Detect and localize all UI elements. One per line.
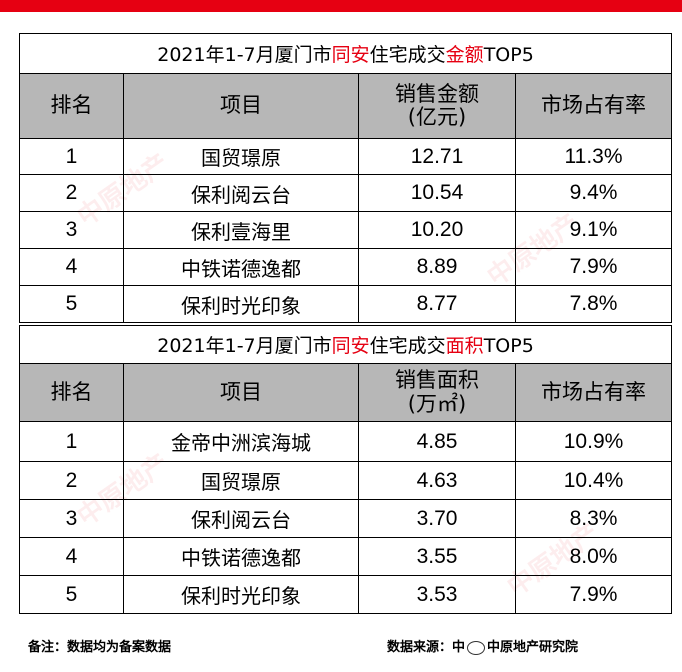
project-cell: 金帝中洲滨海城 [123, 421, 359, 462]
header-rank: 排名 [19, 73, 124, 139]
project-cell: 国贸璟原 [123, 461, 359, 500]
header-project: 项目 [123, 363, 359, 422]
table-title: 2021年1-7月厦门市同安住宅成交金额TOP5 [18, 33, 673, 74]
header-rank: 排名 [19, 363, 124, 422]
project-cell: 保利时光印象 [123, 285, 359, 323]
share-cell: 7.9% [514, 248, 673, 286]
share-cell: 10.9% [514, 421, 673, 462]
table-row: 3 保利阅云台 3.70 8.3% [19, 499, 673, 538]
rank-cell: 4 [19, 248, 124, 286]
project-cell: 保利时光印象 [123, 575, 359, 614]
value-cell: 4.63 [358, 461, 516, 500]
share-cell: 8.3% [514, 499, 673, 538]
rank-cell: 3 [19, 211, 124, 249]
table-row: 5 保利时光印象 8.77 7.8% [19, 285, 673, 323]
amount-top5-table: 2021年1-7月厦门市同安住宅成交金额TOP5 排名 项目 销售金额 (亿元) … [18, 33, 673, 323]
project-cell: 国贸璟原 [123, 138, 359, 175]
table-row: 2 保利阅云台 10.54 9.4% [19, 174, 673, 212]
rank-cell: 5 [19, 575, 124, 614]
rank-cell: 1 [19, 138, 124, 175]
table-row: 3 保利壹海里 10.20 9.1% [19, 211, 673, 249]
top-white-gap [0, 12, 682, 20]
header-value: 销售金额 (亿元) [358, 73, 516, 139]
table-row: 2 国贸璟原 4.63 10.4% [19, 461, 673, 500]
project-cell: 中铁诺德逸都 [123, 248, 359, 286]
share-cell: 7.9% [514, 575, 673, 614]
value-cell: 3.53 [358, 575, 516, 614]
top-red-bar [0, 0, 682, 12]
share-cell: 8.0% [514, 537, 673, 576]
share-cell: 11.3% [514, 138, 673, 175]
area-top5-table: 2021年1-7月厦门市同安住宅成交面积TOP5 排名 项目 销售面积 (万㎡) … [18, 325, 673, 614]
project-cell: 中铁诺德逸都 [123, 537, 359, 576]
header-share: 市场占有率 [514, 73, 673, 139]
footer: 备注：数据均为备案数据 数据来源：中 中原地产研究院 [0, 628, 682, 672]
project-cell: 保利壹海里 [123, 211, 359, 249]
rank-cell: 1 [19, 421, 124, 462]
footnote: 备注：数据均为备案数据 [28, 640, 172, 655]
table-row: 1 国贸璟原 12.71 11.3% [19, 138, 673, 175]
value-cell: 8.77 [358, 285, 516, 323]
share-cell: 10.4% [514, 461, 673, 500]
data-source: 数据来源：中 中原地产研究院 [387, 640, 579, 655]
project-cell: 保利阅云台 [123, 174, 359, 212]
header-value: 销售面积 (万㎡) [358, 363, 516, 422]
rank-cell: 2 [19, 174, 124, 212]
value-cell: 3.55 [358, 537, 516, 576]
value-cell: 4.85 [358, 421, 516, 462]
value-cell: 10.20 [358, 211, 516, 249]
table-title: 2021年1-7月厦门市同安住宅成交面积TOP5 [18, 325, 673, 364]
wechat-icon [467, 640, 486, 655]
rank-cell: 5 [19, 285, 124, 323]
share-cell: 9.4% [514, 174, 673, 212]
table-row: 5 保利时光印象 3.53 7.9% [19, 575, 673, 614]
rank-cell: 2 [19, 461, 124, 500]
project-cell: 保利阅云台 [123, 499, 359, 538]
value-cell: 8.89 [358, 248, 516, 286]
table-row: 4 中铁诺德逸都 3.55 8.0% [19, 537, 673, 576]
value-cell: 10.54 [358, 174, 516, 212]
value-cell: 3.70 [358, 499, 516, 538]
header-project: 项目 [123, 73, 359, 139]
rank-cell: 4 [19, 537, 124, 576]
rank-cell: 3 [19, 499, 124, 538]
table-row: 1 金帝中洲滨海城 4.85 10.9% [19, 421, 673, 462]
share-cell: 7.8% [514, 285, 673, 323]
share-cell: 9.1% [514, 211, 673, 249]
header-share: 市场占有率 [514, 363, 673, 422]
value-cell: 12.71 [358, 138, 516, 175]
table-row: 4 中铁诺德逸都 8.89 7.9% [19, 248, 673, 286]
